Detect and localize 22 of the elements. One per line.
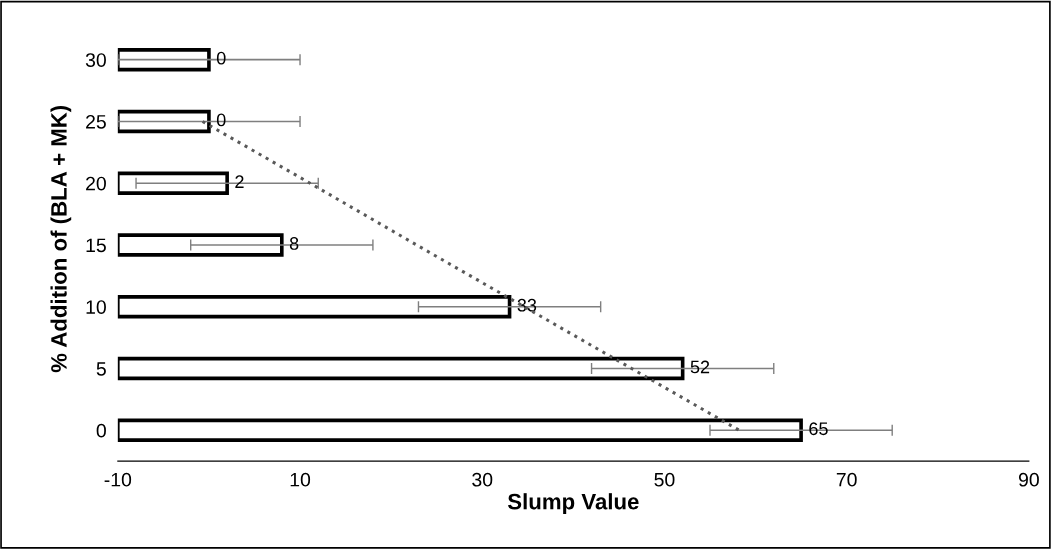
y-tick-label: 10 [86,300,106,314]
y-tick-label: 20 [86,176,106,191]
x-tick-label: 30 [472,472,493,487]
x-tick-label: 90 [1018,472,1039,487]
x-axis-title: Slump Value [507,493,639,514]
y-axis-title: % Addition of (BLA + MK) [50,105,72,373]
x-tick-label: -10 [104,472,132,487]
y-tick-label: 5 [96,362,106,376]
data-label: 33 [517,298,537,312]
data-label: 0 [216,51,226,65]
x-tick-label: 70 [836,472,857,487]
data-label: 52 [690,360,710,374]
y-tick-label: 0 [96,423,106,438]
x-tick-label: 50 [654,472,675,487]
data-label: 8 [289,237,299,250]
data-label: 65 [809,422,828,436]
x-tick-label: 10 [290,472,311,487]
y-tick-label: 30 [85,53,106,67]
y-tick-label: 25 [86,114,106,129]
y-tick-label: 15 [86,238,106,253]
data-label: 0 [216,113,226,127]
data-label: 2 [235,175,244,188]
